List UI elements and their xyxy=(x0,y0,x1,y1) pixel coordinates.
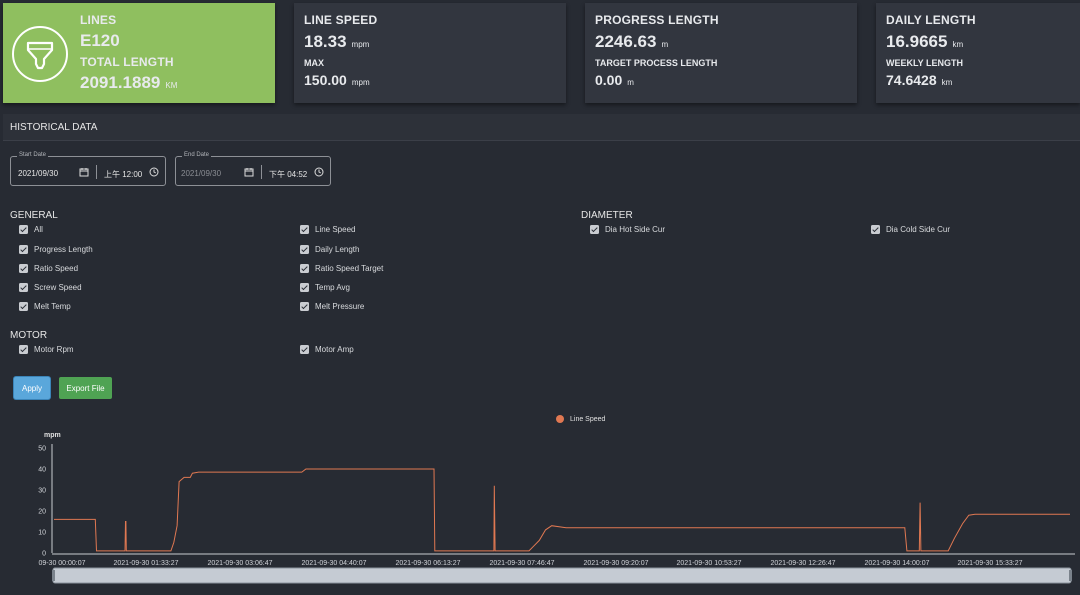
checkbox-checked-icon[interactable] xyxy=(19,225,28,234)
start-date-input[interactable]: 2021/09/30 xyxy=(18,169,59,178)
checkbox-checked-icon[interactable] xyxy=(19,283,28,292)
daily-length-value: 16.9665 km xyxy=(886,32,964,51)
end-time-input[interactable]: 下午 04:52 xyxy=(269,170,308,179)
clock-icon[interactable] xyxy=(149,167,159,177)
checkbox-checked-icon[interactable] xyxy=(19,302,28,311)
legend-dot-line-speed xyxy=(556,415,564,423)
card-title: LINE SPEED xyxy=(304,13,378,27)
x-tick-label: 2021-09-30 03:06:47 xyxy=(208,560,273,567)
line-speed-value: 18.33 mpm xyxy=(304,32,370,51)
card-line-speed: LINE SPEED 18.33 mpm MAX 150.00 mpm xyxy=(294,3,566,103)
checkbox-ratio-speed[interactable]: Ratio Speed xyxy=(19,264,78,273)
total-length-value: 2091.1889 KM xyxy=(80,73,178,92)
divider xyxy=(261,165,262,179)
checkbox-checked-icon[interactable] xyxy=(300,225,309,234)
card-progress-length: PROGRESS LENGTH 2246.63 m TARGET PROCESS … xyxy=(585,3,857,103)
checkbox-melt-pressure[interactable]: Melt Pressure xyxy=(300,302,364,311)
target-process-length-label: TARGET PROCESS LENGTH xyxy=(595,58,718,68)
chart-legend[interactable]: Line Speed xyxy=(556,415,605,423)
checkbox-line-speed[interactable]: Line Speed xyxy=(300,225,355,234)
card-title: PROGRESS LENGTH xyxy=(595,13,719,27)
general-group-title: GENERAL xyxy=(10,210,58,221)
card-title: DAILY LENGTH xyxy=(886,13,976,27)
zoom-slider-left-handle[interactable] xyxy=(52,570,55,581)
checkbox-checked-icon[interactable] xyxy=(871,225,880,234)
checkbox-motor-rpm[interactable]: Motor Rpm xyxy=(19,345,74,354)
checkbox-daily-length[interactable]: Daily Length xyxy=(300,245,359,254)
checkbox-checked-icon[interactable] xyxy=(300,283,309,292)
checkbox-checked-icon[interactable] xyxy=(590,225,599,234)
end-date-input[interactable]: 2021/09/30 xyxy=(181,169,222,178)
max-value: 150.00 mpm xyxy=(304,72,370,88)
y-tick-label: 20 xyxy=(38,509,46,516)
checkbox-temp-avg[interactable]: Temp Avg xyxy=(300,283,350,292)
start-time-input[interactable]: 上午 12:00 xyxy=(104,170,143,179)
x-tick-label: 2021-09-30 06:13:27 xyxy=(396,560,461,567)
checkbox-checked-icon[interactable] xyxy=(19,264,28,273)
target-process-length-value: 0.00 m xyxy=(595,72,634,88)
historical-data-header: HISTORICAL DATA xyxy=(3,114,1080,141)
checkbox-screw-speed[interactable]: Screw Speed xyxy=(19,283,82,292)
total-length-label: TOTAL LENGTH xyxy=(80,55,174,69)
motor-group-title: MOTOR xyxy=(10,330,48,341)
x-tick-label: 2021-09-30 14:00:07 xyxy=(865,560,930,567)
checkbox-checked-icon[interactable] xyxy=(19,245,28,254)
x-tick-label: 2021-09-30 04:40:07 xyxy=(302,560,367,567)
checkbox-checked-icon[interactable] xyxy=(300,302,309,311)
end-date-label: End Date xyxy=(182,152,212,158)
y-tick-label: 0 xyxy=(42,551,46,558)
checkbox-checked-icon[interactable] xyxy=(300,264,309,273)
card-lines: LINES E120 TOTAL LENGTH 2091.1889 KM xyxy=(3,3,275,103)
weekly-length-value: 74.6428 km xyxy=(886,72,953,88)
export-file-button[interactable]: Export File xyxy=(59,377,112,399)
x-tick-label: 2021-09-30 10:53:27 xyxy=(677,560,742,567)
y-tick-label: 10 xyxy=(38,530,46,537)
zoom-slider[interactable] xyxy=(52,567,1072,584)
checkbox-checked-icon[interactable] xyxy=(300,345,309,354)
checkbox-dia-cold-side-cur[interactable]: Dia Cold Side Cur xyxy=(871,225,950,234)
checkbox-progress-length[interactable]: Progress Length xyxy=(19,245,93,254)
x-tick-label: 2021-09-30 01:33:27 xyxy=(114,560,179,567)
progress-length-value: 2246.63 m xyxy=(595,32,669,51)
series-line-speed xyxy=(54,468,1070,552)
divider xyxy=(96,165,97,179)
checkbox-checked-icon[interactable] xyxy=(19,345,28,354)
card-title: LINES xyxy=(80,13,117,27)
max-label: MAX xyxy=(304,58,324,68)
y-tick-label: 30 xyxy=(38,488,46,495)
x-tick-label: 09-30 00:00:07 xyxy=(38,560,85,567)
x-tick-label: 2021-09-30 09:20:07 xyxy=(584,560,649,567)
checkbox-ratio-speed-target[interactable]: Ratio Speed Target xyxy=(300,264,383,273)
legend-label-line-speed: Line Speed xyxy=(570,415,606,423)
line-speed-chart: mpm 0 10 20 30 40 50 09-30 00:00:07 2021-09-30… xyxy=(38,432,1075,584)
start-date-picker[interactable]: Start Date 2021/09/30 上午 12:00 xyxy=(10,152,166,186)
y-tick-label: 40 xyxy=(38,467,46,474)
checkbox-motor-amp[interactable]: Motor Amp xyxy=(300,345,354,354)
x-tick-label: 2021-09-30 12:26:47 xyxy=(771,560,836,567)
zoom-slider-right-handle[interactable] xyxy=(1069,570,1072,581)
x-tick-label: 2021-09-30 15:33:27 xyxy=(958,560,1023,567)
checkbox-dia-hot-side-cur[interactable]: Dia Hot Side Cur xyxy=(590,225,665,234)
clock-icon[interactable] xyxy=(314,167,324,177)
card-daily-length: DAILY LENGTH 16.9665 km WEEKLY LENGTH 74.… xyxy=(876,3,1080,103)
apply-button[interactable]: Apply xyxy=(14,377,50,399)
line-id: E120 xyxy=(80,31,120,50)
historical-data-title: HISTORICAL DATA xyxy=(10,122,98,133)
x-tick-label: 2021-09-30 07:46:47 xyxy=(490,560,555,567)
calendar-icon[interactable] xyxy=(244,167,254,177)
checkbox-all[interactable]: All xyxy=(19,225,43,234)
y-axis-label: mpm xyxy=(44,432,61,439)
checkbox-melt-temp[interactable]: Melt Temp xyxy=(19,302,71,311)
y-tick-label: 50 xyxy=(38,446,46,453)
diameter-group-title: DIAMETER xyxy=(581,210,633,221)
weekly-length-label: WEEKLY LENGTH xyxy=(886,58,964,68)
checkbox-checked-icon[interactable] xyxy=(300,245,309,254)
start-date-label: Start Date xyxy=(17,152,49,158)
calendar-icon[interactable] xyxy=(79,167,89,177)
end-date-picker[interactable]: End Date 2021/09/30 下午 04:52 xyxy=(175,152,331,186)
hopper-icon xyxy=(12,26,68,82)
